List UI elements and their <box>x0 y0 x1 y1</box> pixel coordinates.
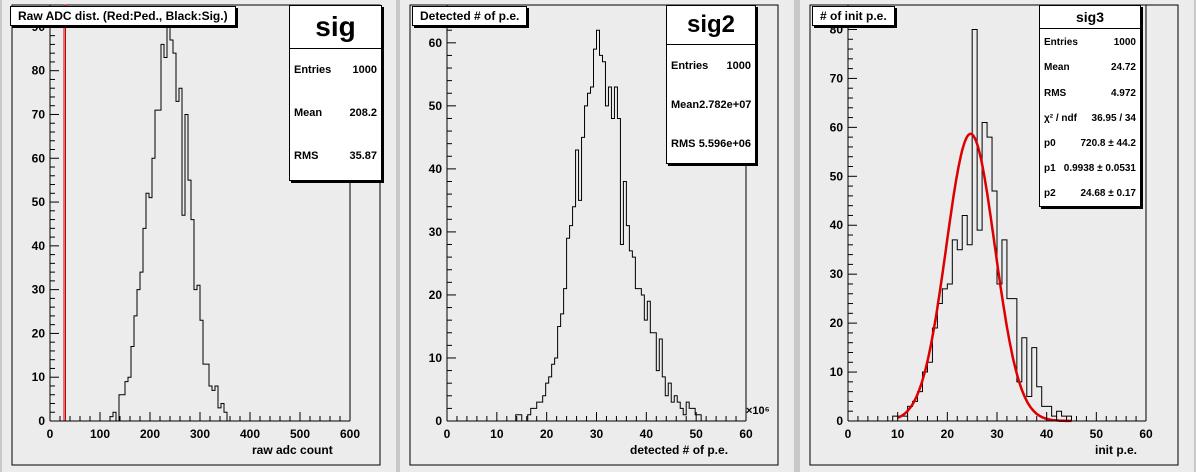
x-tick-label: 0 <box>444 427 451 441</box>
stats-label: Mean <box>294 107 323 119</box>
x-axis-exponent: ×10⁶ <box>746 405 770 417</box>
y-tick-label: 30 <box>32 283 46 297</box>
y-tick-label: 60 <box>32 151 46 165</box>
y-tick-label: 50 <box>32 195 46 209</box>
x-tick-label: 300 <box>190 427 210 441</box>
pad-raw-adc: 0 100 200 300 400 500 600 0 10 20 30 40 50 60 70 80 90 R… <box>2 0 396 472</box>
x-tick-label: 600 <box>340 427 360 441</box>
y-tick-label: 0 <box>38 414 45 428</box>
pad-frame <box>11 4 381 466</box>
x-tick-label: 50 <box>689 427 703 441</box>
pad-init-pe: 0 10 20 30 40 50 60 0 10 20 30 40 50 60 70 80 # of init… <box>800 0 1194 472</box>
stats-label: RMS <box>294 150 319 162</box>
y-tick-label: 60 <box>830 120 844 134</box>
stats-value: 1000 <box>1113 37 1136 48</box>
x-tick-label: 400 <box>240 427 260 441</box>
stats-box: sig Entries 1000 Mean 208.2 RMS 35.87 <box>289 5 382 181</box>
stats-label: Entries <box>294 64 332 76</box>
x-tick-label: 50 <box>1090 427 1104 441</box>
y-tick-label: 0 <box>435 414 442 428</box>
x-axis-label: init p.e. <box>1095 443 1137 457</box>
x-tick-label: 200 <box>140 427 160 441</box>
y-tick-label: 20 <box>429 288 443 302</box>
y-tick-label: 20 <box>32 326 46 340</box>
y-tick-label: 40 <box>32 239 46 253</box>
y-tick-label: 10 <box>32 370 46 384</box>
y-tick-label: 70 <box>830 71 844 85</box>
x-tick-label: 500 <box>290 427 310 441</box>
pad-detected-pe: 0 10 20 30 40 50 60 0 10 20 30 40 50 60 Detected # of… <box>400 0 794 472</box>
x-tick-label: 30 <box>990 427 1004 441</box>
x-tick-label: 60 <box>1139 427 1153 441</box>
y-tick-label: 60 <box>429 36 443 50</box>
stats-label: RMS <box>671 138 696 150</box>
stats-box: sig2 Entries 1000 Mean 2.782e+07 RMS 5.596e… <box>666 5 756 164</box>
stats-box: sig3 Entries 1000 Mean 24.72 RMS 4.972 χ² /… <box>1039 5 1141 207</box>
x-tick-label: 0 <box>845 427 852 441</box>
x-tick-label: 40 <box>1040 427 1054 441</box>
plot-detected-pe: 0 10 20 30 40 50 60 0 10 20 30 40 50 60 <box>409 4 779 466</box>
stats-value: 1000 <box>352 64 377 76</box>
x-tick-label: 10 <box>891 427 905 441</box>
stats-value: 24.68 ± 0.17 <box>1080 188 1136 199</box>
pad-frame <box>809 4 1179 466</box>
pad-frame <box>409 4 779 466</box>
y-tick-label: 30 <box>830 267 844 281</box>
x-axis-label: detected # of p.e. <box>630 443 729 457</box>
x-tick-label: 10 <box>490 427 504 441</box>
y-tick-label: 40 <box>830 218 844 232</box>
signal-histogram <box>447 29 746 422</box>
stats-value: 35.87 <box>349 150 377 162</box>
stats-value: 720.8 ± 44.2 <box>1080 138 1136 149</box>
x-tick-label: 30 <box>590 427 604 441</box>
stats-name: sig2 <box>667 6 755 45</box>
stats-label: Mean <box>671 99 700 111</box>
fit-curve <box>897 132 1072 423</box>
stats-value: 5.596e+06 <box>698 138 751 150</box>
stats-label: χ² / ndf <box>1044 113 1077 124</box>
y-tick-label: 80 <box>32 64 46 78</box>
y-tick-label: 10 <box>429 351 443 365</box>
y-tick-label: 50 <box>830 169 844 183</box>
stats-value: 208.2 <box>349 107 377 119</box>
x-tick-label: 100 <box>90 427 110 441</box>
x-tick-label: 60 <box>739 427 753 441</box>
chart-title: Raw ADC dist. (Red:Ped., Black:Sig.) <box>10 6 236 26</box>
stats-label: Entries <box>671 60 709 72</box>
x-tick-label: 0 <box>47 427 54 441</box>
stats-value: 1000 <box>726 60 751 72</box>
x-tick-label: 40 <box>640 427 654 441</box>
y-tick-label: 70 <box>32 107 46 121</box>
x-axis-label: raw adc count <box>252 443 333 457</box>
stats-label: p0 <box>1044 138 1056 149</box>
stats-label: Mean <box>1044 62 1070 73</box>
y-tick-label: 40 <box>429 162 443 176</box>
pedestal-histogram <box>63 4 66 421</box>
y-tick-label: 30 <box>429 225 443 239</box>
stats-name: sig3 <box>1040 6 1140 29</box>
stats-value: 24.72 <box>1110 62 1136 73</box>
stats-value: 2.782e+07 <box>699 99 752 111</box>
y-tick-label: 50 <box>429 99 443 113</box>
stats-label: p1 <box>1044 163 1056 174</box>
x-tick-label: 20 <box>941 427 955 441</box>
stats-name: sig <box>290 6 381 49</box>
stats-label: p2 <box>1044 188 1056 199</box>
x-tick-label: 20 <box>540 427 554 441</box>
stats-value: 0.9938 ± 0.0531 <box>1063 163 1136 174</box>
chart-title: # of init p.e. <box>812 6 895 26</box>
y-tick-label: 10 <box>830 365 844 379</box>
stats-label: Entries <box>1044 37 1078 48</box>
stats-label: RMS <box>1044 88 1067 99</box>
y-tick-label: 20 <box>830 316 844 330</box>
stats-value: 4.972 <box>1110 88 1136 99</box>
chart-title: Detected # of p.e. <box>412 6 528 26</box>
y-tick-label: 0 <box>836 414 843 428</box>
stats-value: 36.95 / 34 <box>1091 113 1136 124</box>
